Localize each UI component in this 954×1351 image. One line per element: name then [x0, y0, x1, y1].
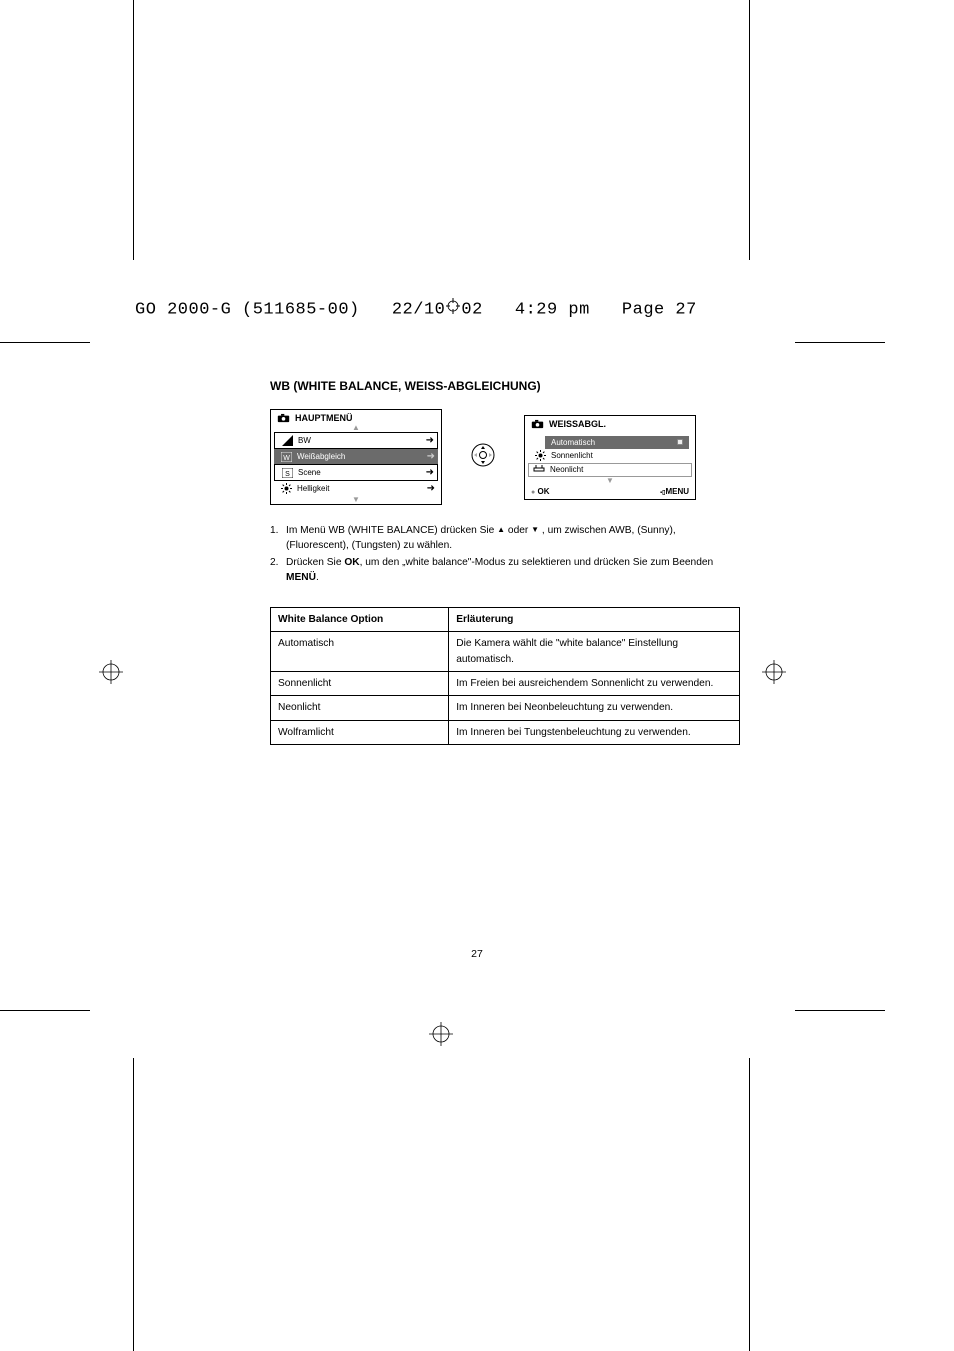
selection-dot-icon	[677, 439, 683, 445]
step-text: Im Menü WB (WHITE BALANCE) drücken Sie ▲…	[286, 523, 740, 554]
crop-mark	[133, 0, 134, 260]
wb-item-sun[interactable]: Sonnenlicht	[528, 449, 692, 463]
down-triangle-icon: ▼	[531, 525, 539, 534]
registration-mark-icon	[99, 660, 123, 684]
table-header: Erläuterung	[449, 608, 740, 632]
menu-item-bw[interactable]: BW ➜	[274, 432, 438, 449]
print-time: 4:29 pm	[515, 300, 590, 319]
step-number: 1.	[270, 523, 286, 554]
table-row: WolframlichtIm Inneren bei Tungstenbeleu…	[271, 720, 740, 744]
wb-icon: W	[280, 452, 292, 462]
wb-menu-title: WEISSABGL.	[525, 416, 695, 430]
crop-mark	[133, 1058, 134, 1351]
crop-mark	[0, 342, 90, 343]
scroll-down-icon: ▼	[271, 496, 441, 504]
sun-icon	[534, 451, 546, 461]
contrast-icon	[281, 436, 293, 446]
main-menu-panel: HAUPTMENÜ ▲ BW ➜ WWeißabgleich ➜ SScene …	[270, 409, 442, 505]
print-date-before: 22/10	[392, 300, 446, 319]
crop-mark	[749, 1058, 750, 1351]
svg-text:W: W	[283, 455, 290, 462]
dot-icon: ●	[531, 489, 535, 496]
wb-item-neon[interactable]: Neonlicht	[528, 463, 692, 477]
file-ref: GO 2000-G (511685-00)	[135, 300, 360, 319]
print-page: Page 27	[622, 300, 697, 319]
instructions: 1. Im Menü WB (WHITE BALANCE) drücken Si…	[270, 523, 740, 585]
arrow-right-icon: ➜	[427, 451, 435, 462]
svg-text:S: S	[285, 471, 290, 478]
fluorescent-icon	[533, 465, 545, 475]
print-header: GO 2000-G (511685-00) 22/10 02 4:29 pm Pa…	[135, 296, 697, 322]
crop-mark	[795, 342, 885, 343]
menu-item-scene[interactable]: SScene ➜	[274, 464, 438, 481]
table-row: SonnenlichtIm Freien bei ausreichendem S…	[271, 672, 740, 696]
registration-mark-icon	[429, 1022, 453, 1046]
sun-icon	[280, 484, 292, 494]
step-text: Drücken Sie OK, um den „white balance"-M…	[286, 555, 740, 586]
up-triangle-icon: ▲	[497, 525, 505, 534]
print-date-after: 02	[461, 300, 482, 319]
arrow-right-icon: ➜	[427, 483, 435, 494]
menu-item-brightness[interactable]: Helligkeit ➜	[274, 481, 438, 496]
table-row: NeonlichtIm Inneren bei Neonbeleuchtung …	[271, 696, 740, 720]
wb-options-table: White Balance Option Erläuterung Automat…	[270, 607, 740, 745]
table-row: AutomatischDie Kamera wählt die "white b…	[271, 632, 740, 672]
scene-icon: S	[281, 468, 293, 478]
scroll-up-icon: ▲	[271, 424, 441, 432]
section-heading: WB (WHITE BALANCE, WEISS-ABGLEICHUNG)	[270, 379, 740, 393]
main-menu-title: HAUPTMENÜ	[271, 410, 441, 424]
wb-item-auto[interactable]: Automatisch	[545, 436, 689, 449]
page-number: 27	[0, 948, 954, 960]
crop-mark	[749, 0, 750, 260]
crop-mark	[0, 1010, 90, 1011]
crop-mark	[795, 1010, 885, 1011]
arrow-right-icon: ➜	[426, 467, 434, 478]
step-number: 2.	[270, 555, 286, 586]
scroll-down-icon: ▼	[525, 477, 695, 485]
menu-item-wb[interactable]: WWeißabgleich ➜	[274, 449, 438, 464]
table-header: White Balance Option	[271, 608, 449, 632]
wb-menu-panel: WEISSABGL. Automatisch Sonnenlicht Neonl…	[524, 415, 696, 500]
camera-icon	[531, 419, 544, 429]
camera-icon	[277, 413, 290, 423]
wb-menu-footer: ● OK ▪▯MENU	[525, 485, 695, 499]
registration-mark-icon	[762, 660, 786, 684]
joystick-icon	[470, 442, 496, 473]
arrow-right-icon: ➜	[426, 435, 434, 446]
